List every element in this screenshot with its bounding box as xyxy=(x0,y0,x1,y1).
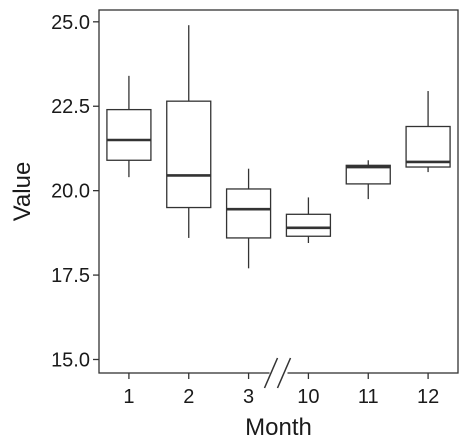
axis-break-slash xyxy=(263,357,279,389)
box-10 xyxy=(285,197,332,243)
axis-break-marker xyxy=(263,357,292,389)
x-axis: 1 2 3 10 11 12 xyxy=(123,373,439,408)
box-3 xyxy=(225,168,272,269)
x-tick-label: 2 xyxy=(183,386,194,408)
box-iqr xyxy=(405,125,451,168)
x-tick-label: 11 xyxy=(358,386,379,408)
x-axis-title: Month xyxy=(245,414,312,441)
box-iqr xyxy=(285,213,332,237)
box-2 xyxy=(166,25,212,238)
box-series xyxy=(106,25,451,269)
y-tick-label: 25.0 xyxy=(51,12,90,34)
axis-break-slash xyxy=(276,357,292,389)
box-iqr xyxy=(106,108,152,161)
box-iqr xyxy=(166,100,212,209)
y-tick-label: 22.5 xyxy=(51,96,90,118)
x-tick-label: 12 xyxy=(417,386,439,408)
x-tick-label: 3 xyxy=(243,386,254,408)
y-tick-label: 15.0 xyxy=(51,349,90,371)
x-tick-label: 10 xyxy=(297,386,319,408)
axis-break-gap xyxy=(269,370,288,376)
box-iqr xyxy=(345,164,391,185)
y-axis-title: Value xyxy=(9,162,36,222)
x-tick-label: 1 xyxy=(123,386,134,408)
box-11 xyxy=(345,160,391,200)
box-1 xyxy=(106,75,152,178)
y-axis: 15.0 17.5 20.0 22.5 25.0 xyxy=(51,12,99,371)
box-iqr xyxy=(225,188,272,239)
plot-panel-border xyxy=(98,9,459,374)
y-tick-label: 17.5 xyxy=(51,265,90,287)
box-12 xyxy=(405,91,451,173)
y-tick-label: 20.0 xyxy=(51,181,90,203)
